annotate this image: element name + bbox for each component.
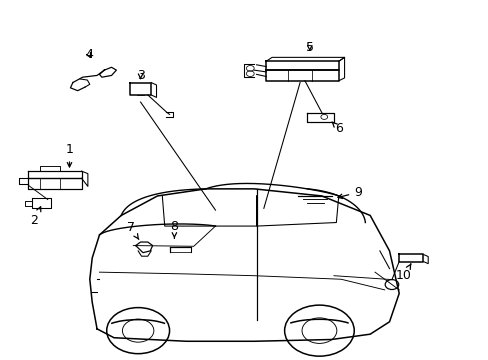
Text: 3: 3 [136, 69, 144, 82]
Text: 6: 6 [331, 122, 342, 135]
Text: 7: 7 [126, 221, 139, 239]
Text: 1: 1 [65, 143, 73, 167]
Text: 10: 10 [395, 264, 411, 282]
Text: 5: 5 [305, 41, 313, 54]
Text: 8: 8 [170, 220, 178, 238]
Text: 9: 9 [337, 186, 361, 199]
Text: 2: 2 [30, 207, 41, 227]
Text: 4: 4 [85, 48, 93, 61]
